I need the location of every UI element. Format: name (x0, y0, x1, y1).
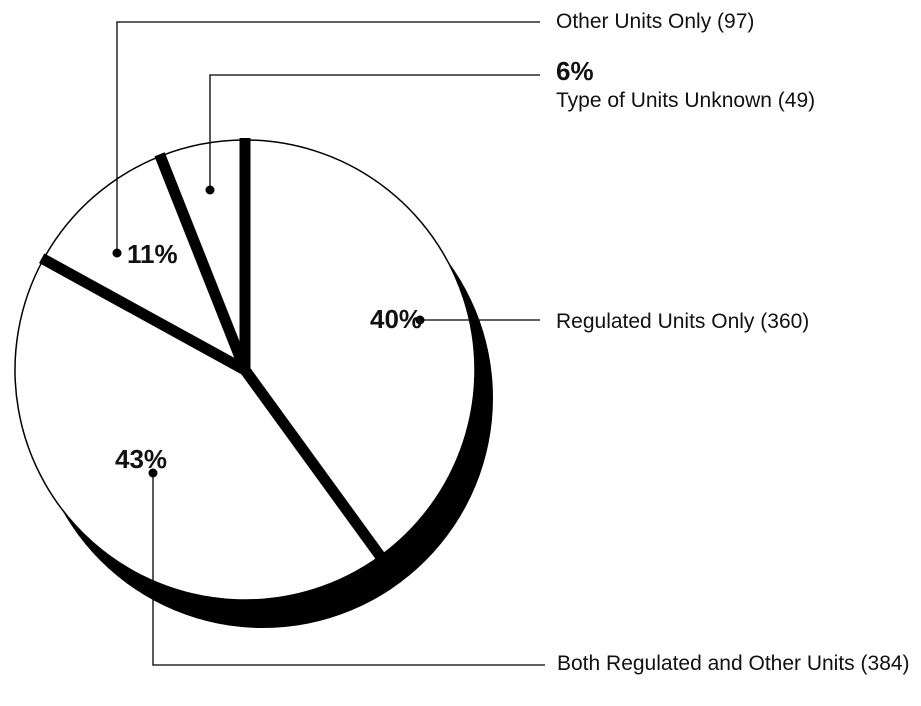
pie-slice (42, 155, 247, 372)
leader-dot (205, 185, 215, 195)
leader-dot (148, 468, 158, 478)
category-label: Other Units Only (97) (556, 10, 755, 33)
value-label: 40% (370, 304, 423, 334)
value-label: 6% (556, 56, 594, 86)
leader-dot (112, 248, 122, 258)
leader-line (152, 473, 545, 666)
value-label: 11% (127, 239, 178, 269)
slice-separator (240, 366, 386, 561)
category-label: Type of Units Unknown (49) (556, 89, 816, 112)
pie-slice (14, 258, 382, 601)
pie-slice (244, 139, 476, 558)
leader-dot (415, 315, 425, 325)
leader-line (209, 74, 540, 190)
value-label: 43% (115, 444, 168, 474)
category-label: Regulated Units Only (360) (556, 310, 810, 333)
category-label: Both Regulated and Other Units (384) (557, 652, 910, 675)
slice-separator (39, 253, 248, 375)
leader-line (116, 21, 540, 253)
slice-separator (154, 152, 251, 373)
